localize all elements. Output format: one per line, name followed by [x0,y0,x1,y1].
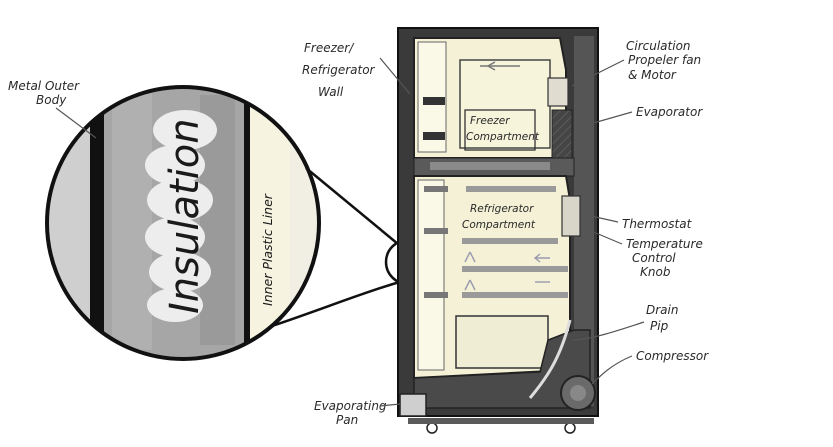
callout-labels: Metal Outer Body Freezer/ Refrigerator W… [8,39,709,427]
machine-compartment [413,329,591,409]
label-evaporating-pan-2: Pan [336,413,358,427]
label-freezer-wall-3: Wall [318,85,344,99]
label-freezer-wall-2: Refrigerator [302,63,376,77]
callout-freezer-wall: Freezer/ Refrigerator Wall [302,41,411,99]
label-compressor: Compressor [636,349,709,363]
label-temp-control-1: Temperature [626,237,703,251]
refrigerator-cabinet: Freezer Compartment Refrigerator Compart… [397,27,599,434]
refrigerator-compartment-label-2: Compartment [462,219,536,231]
inner-liner-label: Inner Plastic Liner [260,193,275,306]
label-evaporator: Evaporator [636,105,703,119]
label-thermostat: Thermostat [622,217,693,231]
label-temp-control-2: Control [632,251,676,265]
callout-drain-pip: Drain Pip [571,303,678,341]
insulation-label: Insulation [162,118,208,314]
callout-compressor: Compressor [591,349,709,385]
callout-temperature-control: Temperature Control Knob [583,227,703,279]
label-circulation-fan-1: Circulation [626,39,691,53]
label-evaporating-pan-1: Evaporating [314,399,387,413]
label-drain-pip-2: Pip [650,319,669,333]
callout-evaporating-pan: Evaporating Pan [314,399,401,427]
label-metal-outer-body-2: Body [36,93,67,107]
callout-thermostat: Thermostat [581,213,693,231]
label-freezer-wall-1: Freezer/ [304,41,355,55]
inset-connector-bottom [271,280,401,328]
callout-metal-outer-body: Metal Outer Body [8,79,97,139]
freezer-compartment-label-2: Compartment [466,131,540,143]
label-temp-control-3: Knob [640,265,671,279]
crisper-drawer [455,315,549,369]
drain-pipe [528,319,572,399]
label-circulation-fan-3: & Motor [628,68,677,82]
insulation-foam-blobs [145,110,217,322]
fan-motor-shape [547,77,569,107]
refrigerator-compartment-label-1: Refrigerator [470,203,534,215]
callout-evaporator: Evaporator [575,105,703,129]
inset-ring [45,85,321,361]
inner-liner-line [244,87,250,359]
insulation-inset: Insulation Inner Plastic Liner [45,85,432,361]
label-metal-outer-body-1: Metal Outer [8,79,80,93]
airflow-arrows [464,251,550,291]
metal-outer-wall [90,87,104,359]
evaporating-pan-shape [399,393,427,417]
freezer-compartment-label-1: Freezer [470,115,510,127]
shelves [462,186,568,298]
thermostat-shape [561,195,581,237]
inset-connector-top [305,167,399,245]
callout-circulation-fan: Circulation Propeler fan & Motor [571,39,701,87]
label-circulation-fan-2: Propeler fan [628,53,701,67]
label-drain-pip-1: Drain [646,303,678,317]
